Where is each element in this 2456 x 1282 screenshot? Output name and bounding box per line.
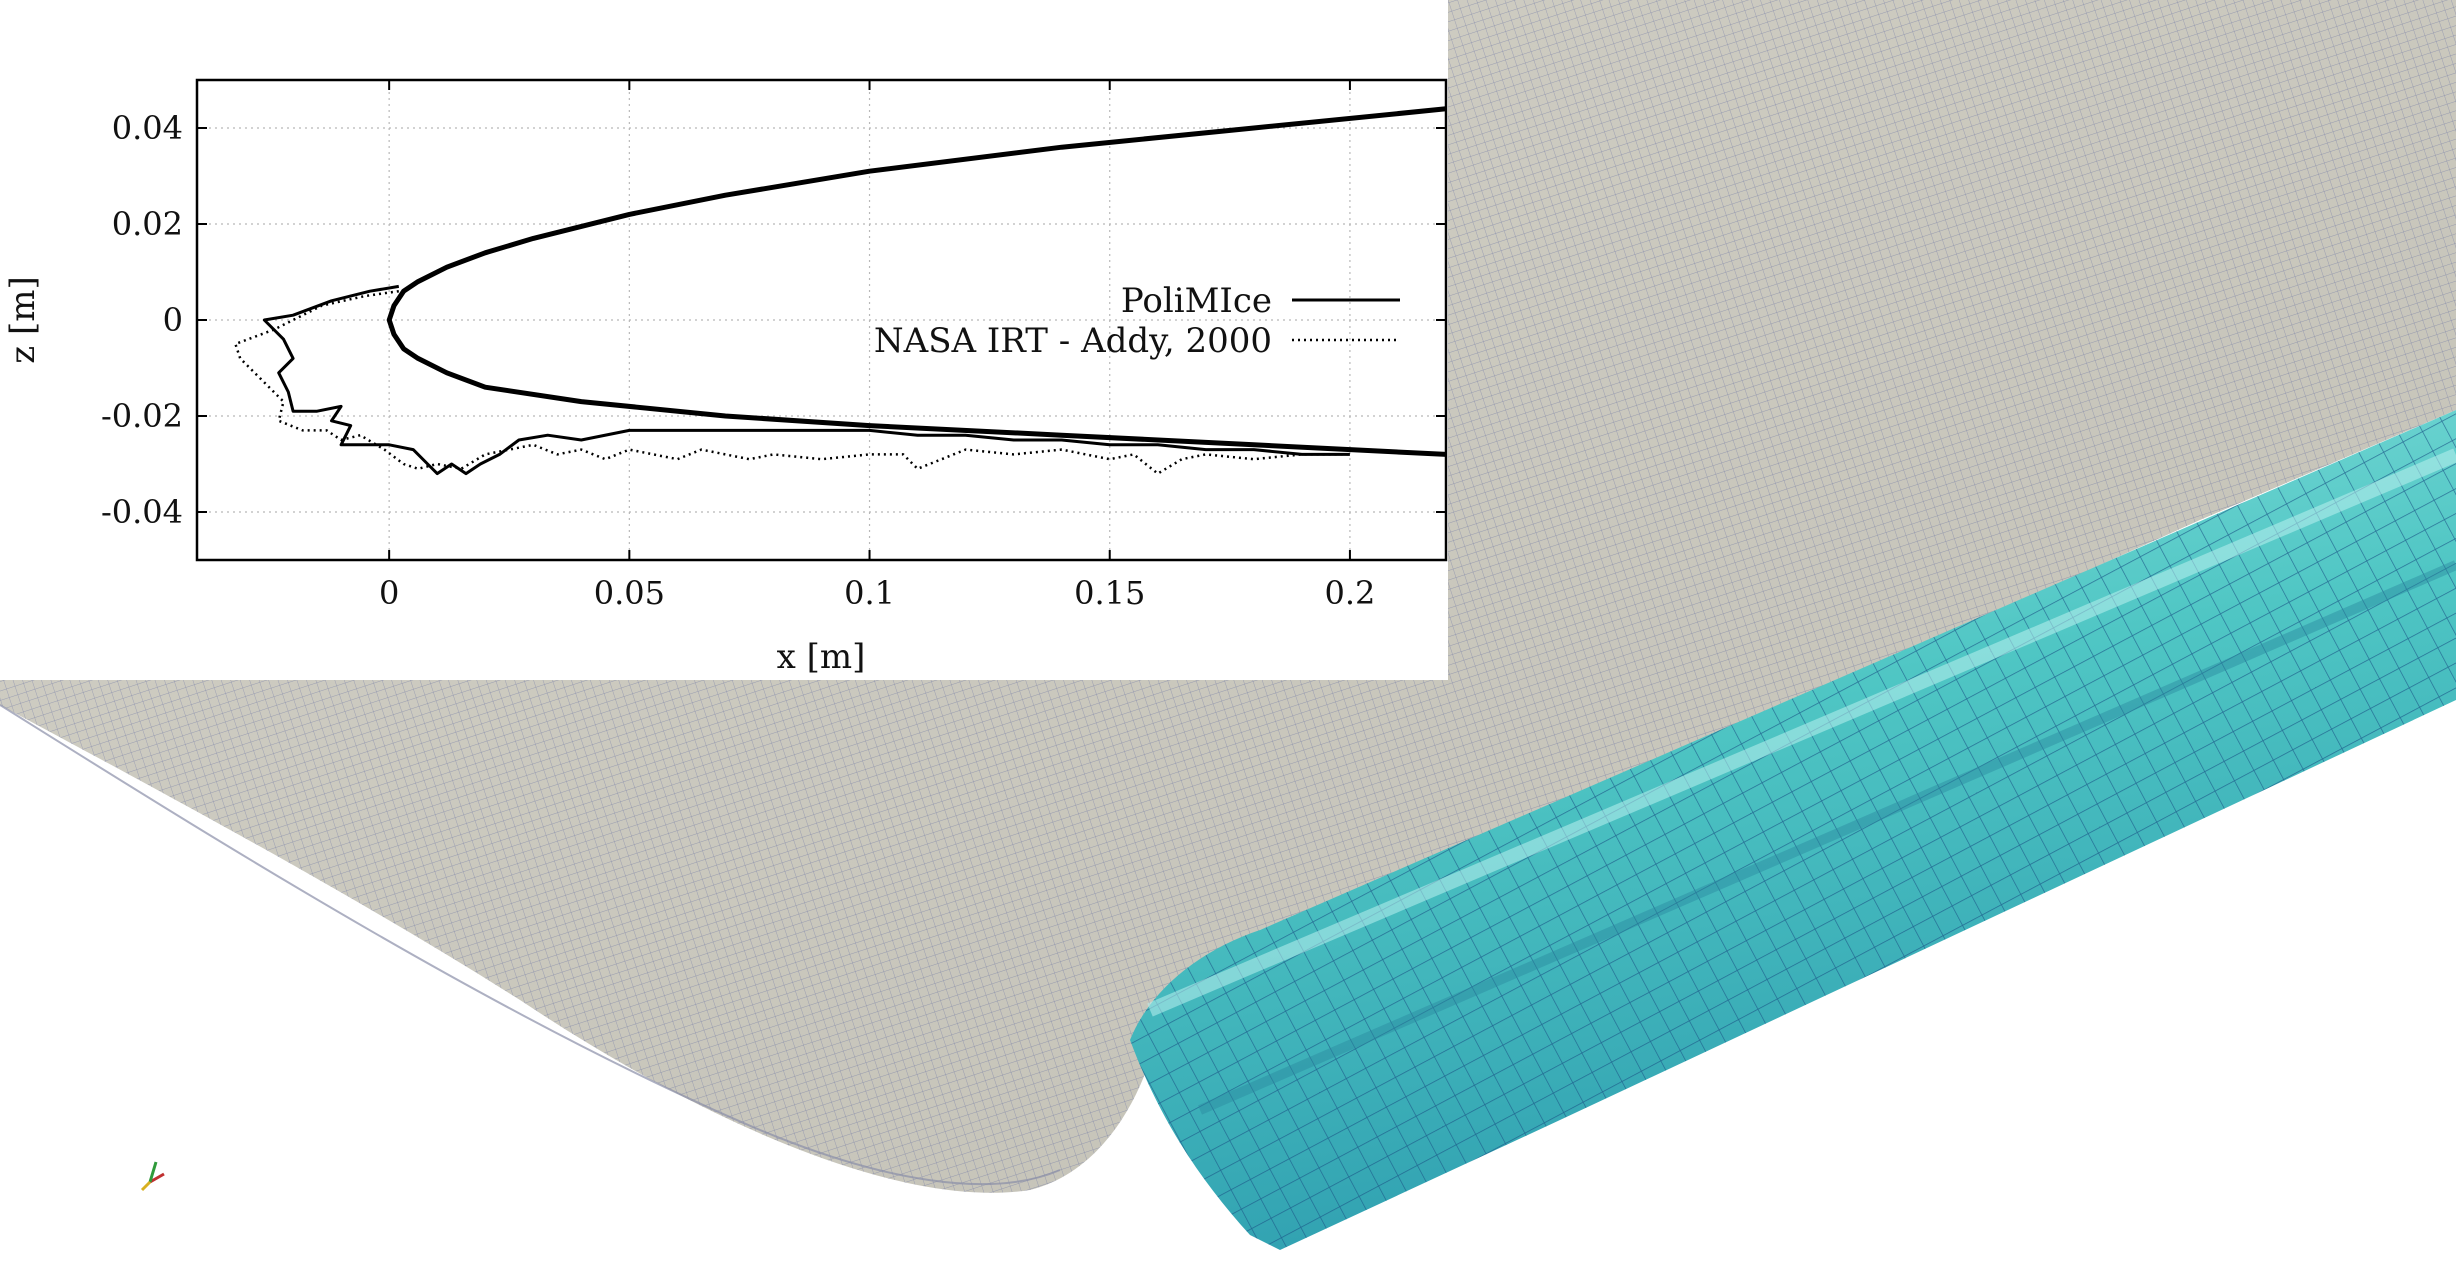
- y-tick-label: 0.04: [112, 109, 183, 147]
- y-tick-label: 0: [163, 301, 183, 339]
- legend-label-polimice: PoliMIce: [1121, 281, 1272, 321]
- axes-triad-icon: [140, 1161, 165, 1192]
- x-axis-title: x [m]: [777, 637, 866, 677]
- x-axis-ticks: 0 0.05 0.1 0.15 0.2: [379, 80, 1375, 612]
- y-tick-label: -0.04: [101, 493, 183, 531]
- y-axis-title: z [m]: [3, 276, 43, 364]
- chart-series: [234, 106, 1447, 476]
- y-axis-ticks: 0.04 0.02 0 -0.02 -0.04: [101, 109, 1446, 531]
- ice-accretion: [1130, 410, 2456, 1250]
- series-line-nasa-irt: [234, 289, 1350, 475]
- legend-label-nasa-irt: NASA IRT - Addy, 2000: [874, 321, 1272, 361]
- chart-legend: PoliMIce NASA IRT - Addy, 2000: [874, 281, 1400, 361]
- series-line-polimice: [262, 284, 1350, 476]
- y-tick-label: -0.02: [101, 397, 183, 435]
- x-tick-label: 0.15: [1074, 574, 1145, 612]
- x-tick-label: 0.2: [1324, 574, 1375, 612]
- x-tick-label: 0.1: [844, 574, 895, 612]
- airfoil-contour: [386, 106, 1447, 457]
- x-tick-label: 0: [379, 574, 399, 612]
- y-tick-label: 0.02: [112, 205, 183, 243]
- x-tick-label: 0.05: [594, 574, 665, 612]
- chart-panel: [0, 0, 1448, 680]
